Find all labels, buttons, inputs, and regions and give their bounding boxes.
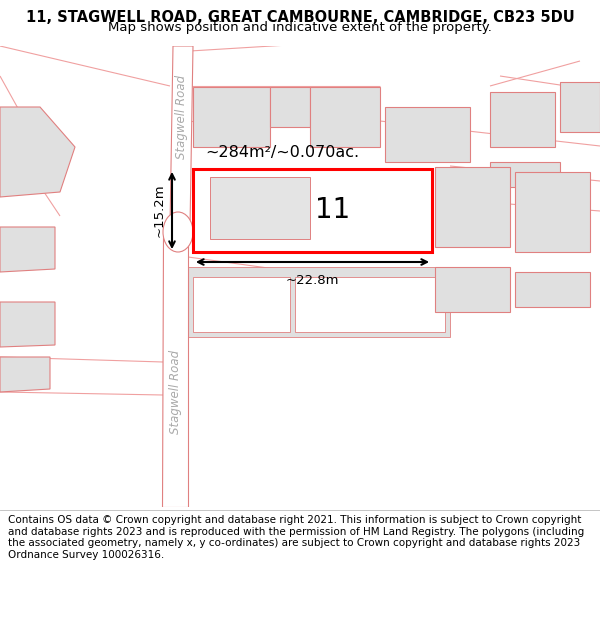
- Polygon shape: [188, 267, 450, 337]
- Text: 11: 11: [315, 196, 350, 224]
- Polygon shape: [0, 107, 75, 197]
- Polygon shape: [560, 82, 600, 132]
- Text: 11, STAGWELL ROAD, GREAT CAMBOURNE, CAMBRIDGE, CB23 5DU: 11, STAGWELL ROAD, GREAT CAMBOURNE, CAMB…: [26, 10, 574, 25]
- Polygon shape: [170, 46, 193, 227]
- Polygon shape: [193, 169, 432, 252]
- Polygon shape: [0, 227, 55, 272]
- Text: Contains OS data © Crown copyright and database right 2021. This information is : Contains OS data © Crown copyright and d…: [8, 515, 584, 560]
- Polygon shape: [310, 87, 380, 147]
- Ellipse shape: [163, 212, 193, 252]
- Text: ~284m²/~0.070ac.: ~284m²/~0.070ac.: [205, 144, 359, 159]
- Polygon shape: [193, 87, 270, 147]
- Text: Stagwell Road: Stagwell Road: [169, 350, 182, 434]
- Polygon shape: [0, 302, 55, 347]
- Text: Map shows position and indicative extent of the property.: Map shows position and indicative extent…: [108, 21, 492, 34]
- Polygon shape: [490, 92, 555, 147]
- Polygon shape: [515, 172, 590, 252]
- Text: ~15.2m: ~15.2m: [153, 184, 166, 238]
- Polygon shape: [270, 87, 310, 127]
- Polygon shape: [435, 167, 510, 247]
- Polygon shape: [435, 267, 510, 312]
- Polygon shape: [162, 237, 188, 507]
- Polygon shape: [210, 177, 310, 239]
- Text: Stagwell Road: Stagwell Road: [175, 75, 187, 159]
- Polygon shape: [295, 277, 445, 332]
- Polygon shape: [0, 357, 50, 392]
- Polygon shape: [490, 162, 560, 187]
- Text: ~22.8m: ~22.8m: [286, 274, 339, 287]
- Polygon shape: [193, 277, 290, 332]
- Polygon shape: [385, 107, 470, 162]
- Polygon shape: [515, 272, 590, 307]
